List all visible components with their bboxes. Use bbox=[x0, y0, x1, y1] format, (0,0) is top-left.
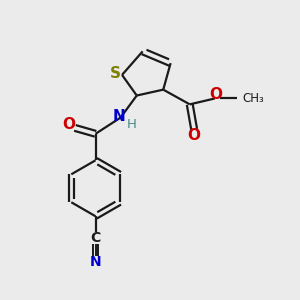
Text: N: N bbox=[113, 109, 125, 124]
Text: O: O bbox=[209, 87, 222, 102]
Text: CH₃: CH₃ bbox=[243, 92, 265, 105]
Text: N: N bbox=[90, 255, 101, 269]
Text: C: C bbox=[90, 231, 101, 245]
Text: O: O bbox=[62, 118, 76, 133]
Text: H: H bbox=[127, 118, 137, 130]
Text: O: O bbox=[188, 128, 201, 143]
Text: S: S bbox=[110, 66, 121, 81]
